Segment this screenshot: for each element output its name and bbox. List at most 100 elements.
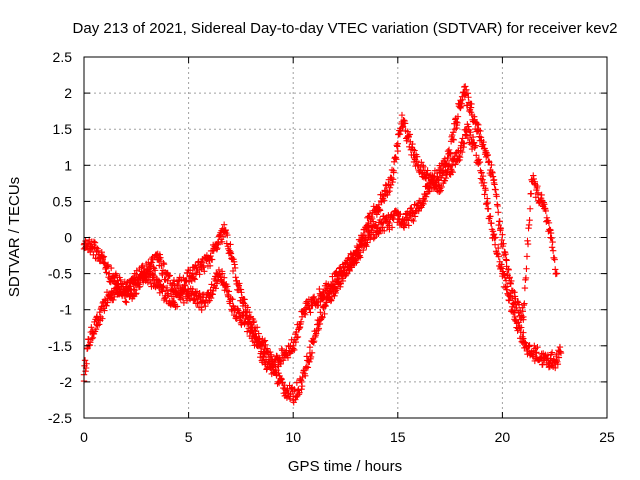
- upper-trace-point: [255, 330, 262, 337]
- upper-trace-point: [526, 205, 534, 212]
- upper-trace-point: [524, 240, 532, 248]
- upper-trace-point: [381, 197, 388, 204]
- upper-trace-point: [367, 223, 375, 230]
- upper-trace-point: [227, 241, 234, 248]
- upper-trace-point: [341, 266, 348, 274]
- upper-trace-point: [90, 251, 97, 259]
- main-trace-point: [294, 333, 302, 341]
- main-trace-point: [401, 221, 409, 228]
- upper-trace-point: [435, 176, 442, 183]
- upper-trace-point: [549, 247, 557, 254]
- main-trace-point: [110, 296, 117, 304]
- upper-trace-point: [493, 193, 500, 200]
- upper-trace-point: [474, 126, 481, 133]
- main-trace-point: [315, 301, 322, 309]
- upper-trace-point: [191, 276, 199, 283]
- upper-trace-point: [264, 349, 272, 357]
- upper-trace-point: [365, 219, 372, 227]
- upper-trace-point: [450, 136, 457, 144]
- main-trace-point: [478, 169, 485, 176]
- main-trace-point: [370, 235, 377, 242]
- main-trace-point: [456, 153, 464, 161]
- y-axis-label: SDTVAR / TECUs: [6, 177, 23, 297]
- main-trace-point: [292, 338, 300, 346]
- upper-trace-point: [503, 263, 510, 270]
- main-trace-point: [437, 187, 444, 194]
- upper-trace-point: [317, 309, 324, 316]
- upper-trace-point: [181, 277, 188, 285]
- upper-trace-point: [253, 324, 261, 331]
- main-trace-point: [130, 286, 137, 293]
- main-trace-point: [442, 174, 450, 182]
- upper-trace-point: [105, 270, 113, 277]
- upper-trace-point: [398, 118, 406, 126]
- main-trace-point: [150, 272, 158, 280]
- main-trace-point: [220, 274, 228, 281]
- main-trace-point: [407, 212, 414, 220]
- main-trace-point: [213, 280, 221, 287]
- main-trace-point: [206, 292, 213, 299]
- upper-trace-point: [534, 182, 541, 190]
- upper-trace-point: [496, 218, 503, 225]
- main-trace-point: [218, 270, 226, 277]
- main-trace-point: [233, 315, 240, 322]
- main-trace-point: [520, 335, 527, 342]
- main-trace-point: [490, 234, 498, 241]
- upper-trace-point: [358, 242, 365, 249]
- main-trace-point: [411, 213, 419, 220]
- y-tick-label: 1.5: [53, 121, 73, 137]
- upper-trace-point: [453, 118, 460, 126]
- main-trace-point: [185, 292, 192, 299]
- upper-trace-point: [172, 284, 180, 292]
- upper-trace-point: [419, 169, 427, 176]
- main-trace-point: [224, 283, 231, 290]
- main-trace-point: [128, 292, 136, 299]
- main-trace-point: [204, 298, 212, 306]
- upper-trace-point: [545, 219, 553, 227]
- upper-trace-point: [420, 163, 427, 171]
- upper-trace-point: [424, 167, 431, 174]
- axis-ticks: 0 5 10 15 20 25 2.5 2 1.5 1 0.5 0 -0.5 -1 -1.5 -2 -2.5: [48, 49, 615, 445]
- upper-trace-point: [538, 191, 545, 199]
- upper-trace-point: [323, 299, 330, 306]
- main-trace-point: [484, 205, 491, 212]
- main-trace-point: [495, 253, 502, 260]
- main-trace-point: [480, 179, 488, 187]
- upper-trace-point: [443, 160, 451, 168]
- upper-trace-point: [246, 309, 253, 316]
- upper-trace-point: [197, 263, 205, 270]
- upper-trace-point: [523, 265, 530, 272]
- upper-trace-point: [321, 310, 328, 318]
- upper-trace-point: [382, 190, 389, 198]
- upper-trace-point: [306, 343, 314, 351]
- upper-trace-point: [260, 338, 268, 345]
- upper-trace-point: [494, 202, 501, 210]
- upper-trace-point: [131, 277, 138, 285]
- main-trace-point: [260, 357, 268, 364]
- upper-trace-point: [411, 147, 418, 154]
- upper-trace-point: [396, 131, 404, 138]
- upper-trace-point: [306, 358, 313, 365]
- x-tick-label: 0: [80, 429, 88, 445]
- upper-trace-point: [388, 174, 395, 182]
- upper-trace-point: [139, 270, 146, 277]
- main-trace-point: [394, 212, 401, 220]
- upper-trace-point: [173, 291, 180, 298]
- upper-trace-point: [475, 127, 483, 134]
- upper-trace-point: [547, 234, 554, 241]
- upper-trace-point: [511, 299, 519, 306]
- upper-trace-point: [99, 255, 107, 263]
- main-trace-point: [548, 349, 556, 356]
- main-trace-point: [93, 320, 100, 328]
- y-tick-label: -2.5: [48, 410, 72, 426]
- main-trace-point: [526, 349, 533, 357]
- main-trace-point: [156, 284, 163, 292]
- upper-trace-point: [488, 161, 495, 169]
- upper-trace-point: [87, 248, 94, 256]
- main-trace-point: [103, 288, 111, 296]
- upper-trace-point: [231, 264, 239, 272]
- upper-trace-point: [196, 271, 203, 278]
- main-trace-point: [131, 286, 138, 294]
- main-trace-point: [479, 172, 487, 180]
- upper-trace-point: [436, 169, 443, 176]
